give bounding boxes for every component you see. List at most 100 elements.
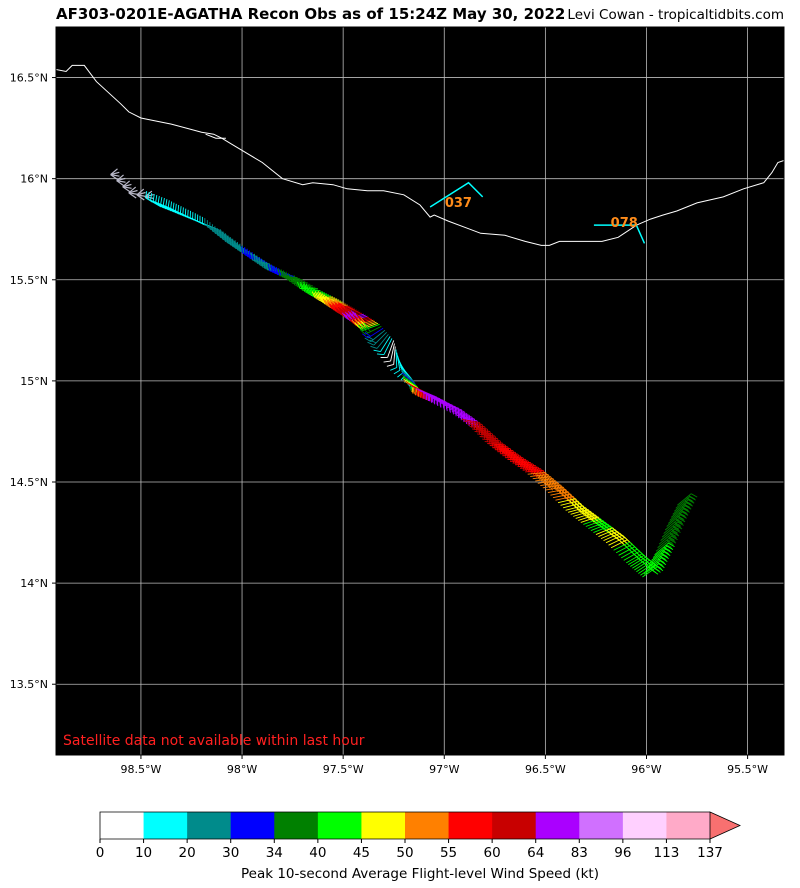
lon-axis: 98.5°W 98°W 97.5°W 97°W 96.5°W 96°W 95.5°W (120, 755, 768, 776)
wind-barb-feather (667, 536, 675, 541)
colorbar-segment (666, 812, 711, 839)
wind-barb-feather (352, 314, 358, 321)
colorbar-tick-label: 40 (309, 845, 326, 861)
wind-barb-feather (689, 496, 696, 501)
gray-wind-barb (136, 194, 146, 197)
wind-barb-feather (321, 293, 326, 301)
wind-barb-feather (386, 363, 394, 367)
gray-wind-barb (128, 189, 138, 194)
wind-barb-feather (295, 278, 299, 286)
colorbar-tick-label: 64 (527, 845, 544, 861)
wind-barb-feather (315, 293, 320, 301)
wind-barb-feather (145, 191, 148, 199)
wind-barb-feather (258, 258, 261, 266)
colorbar-tick-label: 137 (697, 845, 723, 861)
colorbar-label: Peak 10-second Average Flight-level Wind… (241, 866, 599, 882)
wind-barb (658, 532, 674, 545)
wind-barb-feather (530, 469, 535, 476)
colorbar-segment (143, 812, 188, 839)
coastline-path (56, 64, 784, 246)
wind-barb-feather (290, 274, 294, 282)
wind-barb-feather (688, 495, 696, 500)
wind-barb (670, 505, 686, 518)
wind-barb (376, 334, 389, 349)
wind-barb-feather (309, 290, 314, 297)
wind-barb-feather (538, 475, 543, 482)
wind-barb-feather (485, 432, 489, 440)
wind-barb-feather (684, 505, 692, 510)
wind-barb (390, 343, 395, 362)
wind-barb (403, 378, 419, 389)
wind-barb-feather (666, 539, 674, 544)
wind-barb-feather (347, 316, 352, 323)
coastline (56, 64, 784, 246)
wind-barb-feather (273, 265, 276, 273)
wind-barb-feather (677, 516, 685, 521)
wind-barb-feather (533, 470, 538, 478)
colorbar-tick-label: 20 (179, 845, 196, 861)
wind-barb-feather (280, 269, 284, 277)
wind-barb-feather (364, 331, 371, 337)
wind-barb-feather (270, 264, 274, 272)
wind-barb-feather (341, 309, 347, 316)
gray-wind-barb (136, 191, 146, 196)
wind-barb-feather (478, 425, 481, 433)
wind-barb-feather (576, 506, 582, 514)
wind-barb-feather (674, 522, 681, 527)
wind-barb-feather (362, 333, 369, 339)
wind-barb (395, 349, 398, 368)
wind-barb-feather (654, 564, 662, 569)
wind-barb-feather (683, 504, 691, 509)
wind-barb (585, 519, 603, 527)
wind-barb-feather (160, 197, 163, 205)
wind-barb-feather (667, 541, 674, 546)
wind-barb-feather (680, 509, 687, 514)
wind-barb-feather (585, 507, 590, 514)
wind-barb-feather (255, 256, 258, 264)
wind-barb-feather (155, 195, 158, 203)
gray-wind-barb (136, 194, 145, 201)
wind-barb-feather (671, 529, 678, 534)
wind-barb-feather (172, 202, 175, 210)
wind-barb-feather (292, 276, 296, 284)
colorbar-segment (535, 812, 580, 839)
wind-barb-feather (294, 279, 298, 287)
wind-barb-feather (346, 312, 352, 320)
wind-barb-feather (665, 544, 673, 549)
wind-barb-feather (333, 306, 338, 313)
gray-wind-barb (122, 186, 131, 193)
wind-barb-feather (680, 514, 687, 519)
wind-barb-feather (684, 500, 692, 505)
wind-barb-feather (338, 309, 344, 317)
wind-barb-feather (253, 253, 256, 261)
colorbar: 0 10 20 30 34 40 45 50 55 60 64 83 96 113 137 (96, 811, 741, 861)
wind-barb-feather (477, 427, 481, 435)
wind-barb-feather (670, 534, 677, 539)
wind-barb-feather (491, 435, 495, 443)
wind-barb-feather (412, 386, 415, 394)
wind-barb-feather (675, 525, 683, 530)
station-label: 037 (445, 196, 472, 211)
wind-barb-feather (349, 309, 354, 316)
wind-barb-feather (683, 508, 690, 513)
wind-barb-feather (485, 434, 489, 442)
wind-barb-feather (246, 248, 249, 256)
wind-barb-feather (546, 479, 551, 486)
wind-barb-feather (243, 247, 246, 255)
wind-barb-feather (677, 515, 684, 520)
lat-tick-label: 15°N (20, 375, 48, 388)
wind-barb-feather (354, 312, 360, 319)
wind-barb (623, 551, 640, 561)
gray-wind-barb (122, 183, 132, 188)
wind-barb-feather (584, 509, 590, 517)
wind-barb-feather (289, 276, 293, 284)
wind-barb (618, 546, 635, 556)
wind-barb-feather (678, 512, 686, 517)
wind-barb-feather (370, 345, 378, 349)
colorbar-ticks: 0 10 20 30 34 40 45 50 55 60 64 83 96 113 137 (96, 839, 723, 861)
colorbar-segment (187, 812, 232, 839)
wind-barb-feather (674, 523, 682, 528)
wind-barb (387, 340, 395, 358)
wind-barb-feather (690, 493, 698, 498)
wind-barb-feather (239, 243, 241, 251)
